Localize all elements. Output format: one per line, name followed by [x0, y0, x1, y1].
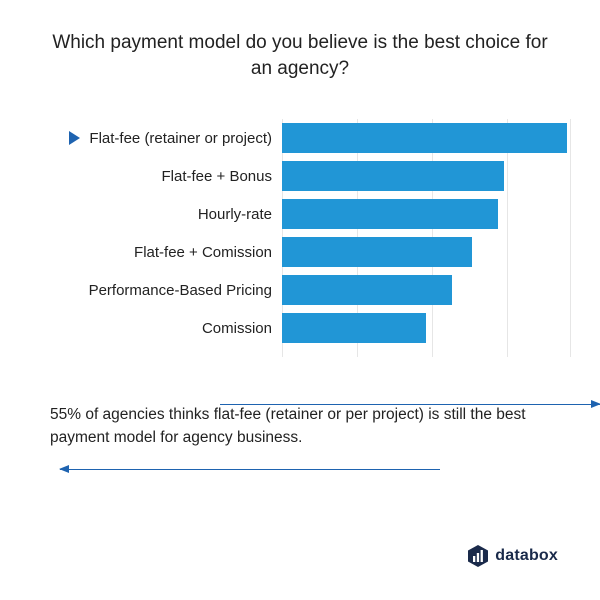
bar [282, 237, 472, 267]
chart-title: Which payment model do you believe is th… [0, 0, 600, 91]
bar-row: Hourly-rate [30, 195, 570, 233]
bar-cell [282, 119, 570, 157]
bar-label: Hourly-rate [30, 206, 282, 223]
arrow-right-icon [220, 404, 600, 405]
bar-label-text: Flat-fee + Bonus [162, 168, 272, 185]
bar-label: Comission [30, 320, 282, 337]
bar-label: Flat-fee (retainer or project) [30, 130, 282, 147]
caption-block: 55% of agencies thinks flat-fee (retaine… [30, 404, 570, 470]
bar [282, 123, 567, 153]
brand-name: databox [495, 547, 558, 565]
gridline [570, 119, 571, 357]
bar-chart: Flat-fee (retainer or project) Flat-fee +… [30, 119, 570, 369]
play-marker-icon [67, 130, 81, 146]
bar [282, 313, 426, 343]
bar-row: Comission [30, 309, 570, 347]
bar-label-text: Performance-Based Pricing [89, 282, 272, 299]
arrow-left-icon [60, 469, 440, 470]
bar-row: Performance-Based Pricing [30, 271, 570, 309]
bar-cell [282, 157, 570, 195]
bar-label: Performance-Based Pricing [30, 282, 282, 299]
bar-row: Flat-fee + Bonus [30, 157, 570, 195]
bar-label: Flat-fee + Bonus [30, 168, 282, 185]
bar-label-text: Hourly-rate [198, 206, 272, 223]
bar-label-text: Flat-fee + Comission [134, 244, 272, 261]
bar-cell [282, 309, 570, 347]
bar-row: Flat-fee (retainer or project) [30, 119, 570, 157]
bar [282, 199, 498, 229]
bar-label-text: Flat-fee (retainer or project) [89, 130, 272, 147]
caption-text: 55% of agencies thinks flat-fee (retaine… [50, 404, 550, 449]
databox-hex-icon [467, 544, 489, 568]
bar-label: Flat-fee + Comission [30, 244, 282, 261]
bar [282, 275, 452, 305]
bar-cell [282, 195, 570, 233]
brand-logo: databox [467, 544, 558, 568]
bar-cell [282, 271, 570, 309]
bar-row: Flat-fee + Comission [30, 233, 570, 271]
bar-rows: Flat-fee (retainer or project) Flat-fee +… [30, 119, 570, 347]
bar-label-text: Comission [202, 320, 272, 337]
bar [282, 161, 504, 191]
bar-cell [282, 233, 570, 271]
